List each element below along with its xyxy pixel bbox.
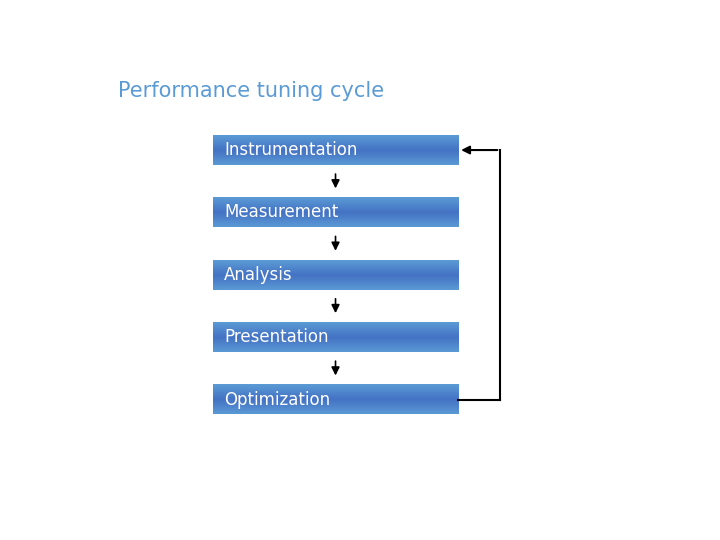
Text: Presentation: Presentation (224, 328, 328, 346)
Text: Analysis: Analysis (224, 266, 292, 284)
Text: Instrumentation: Instrumentation (224, 141, 357, 159)
Text: Performance tuning cycle: Performance tuning cycle (118, 82, 384, 102)
Text: Measurement: Measurement (224, 204, 338, 221)
Text: Optimization: Optimization (224, 390, 330, 409)
